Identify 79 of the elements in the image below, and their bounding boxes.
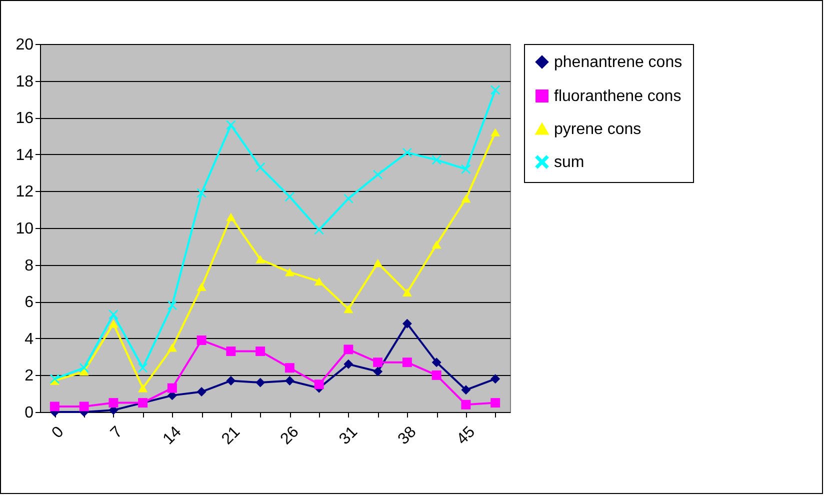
point [108,310,118,320]
point [256,255,266,264]
point [344,344,354,354]
y-tick-label: 8 [24,257,34,274]
point [432,358,442,368]
point [490,398,500,408]
point [167,300,177,310]
point [284,363,294,373]
point [373,258,383,268]
y-tick-label: 12 [16,184,34,201]
point [314,225,324,235]
y-tick-label: 20 [16,36,34,54]
point [344,304,354,314]
point [284,192,294,202]
point [79,367,89,376]
point [373,170,383,180]
point [284,376,294,386]
point [490,85,500,95]
x-tick-label: 31 [336,423,362,448]
y-tick-label: 4 [24,330,34,348]
y-tick-label: 0 [24,404,34,422]
point [314,277,324,286]
y-tick-label: 18 [16,73,34,90]
y-tick-label: 14 [16,146,34,164]
point [196,335,206,345]
point [461,385,471,395]
point [373,366,383,376]
point [344,359,354,369]
point [490,374,500,384]
point [79,402,89,412]
y-tick-label: 16 [16,110,34,128]
point [226,376,236,386]
point [402,358,412,368]
point [167,343,177,352]
x-tick-label: 7 [108,423,126,442]
point [167,383,177,393]
point [226,120,236,130]
point [432,155,442,165]
legend-label: sum [554,154,584,171]
point [50,374,60,384]
point [373,358,383,368]
y-tick-label: 2 [24,368,34,385]
point [138,363,148,373]
point [314,380,324,390]
point [226,212,236,222]
x-tick-label: 21 [218,423,244,448]
point [256,346,266,356]
legend-label: phenantrene cons [554,54,682,71]
point [108,398,118,408]
point [402,148,412,158]
legend-label: fluoranthene cons [554,88,682,105]
point [50,402,60,412]
legend-label: pyrene cons [554,121,642,138]
point [256,378,266,388]
point [461,164,471,174]
point [196,188,206,198]
point [432,370,442,380]
x-tick-label: 26 [278,423,302,448]
y-tick-label: 10 [16,220,34,238]
x-tick-label: 45 [454,423,479,448]
point [138,384,148,392]
x-tick-label: 0 [48,423,68,442]
point [226,346,236,356]
x-tick-label: 38 [395,423,420,448]
point [79,363,89,373]
point [344,194,354,204]
point [108,320,118,328]
point [196,282,206,291]
y-tick-label: 6 [24,294,34,312]
point [461,400,471,410]
point [461,194,471,203]
point [490,128,500,136]
point [196,387,206,397]
point [432,240,442,249]
x-tick-label: 14 [160,423,185,448]
point [284,268,294,276]
point [256,162,266,172]
point [402,288,412,297]
point [402,318,412,328]
